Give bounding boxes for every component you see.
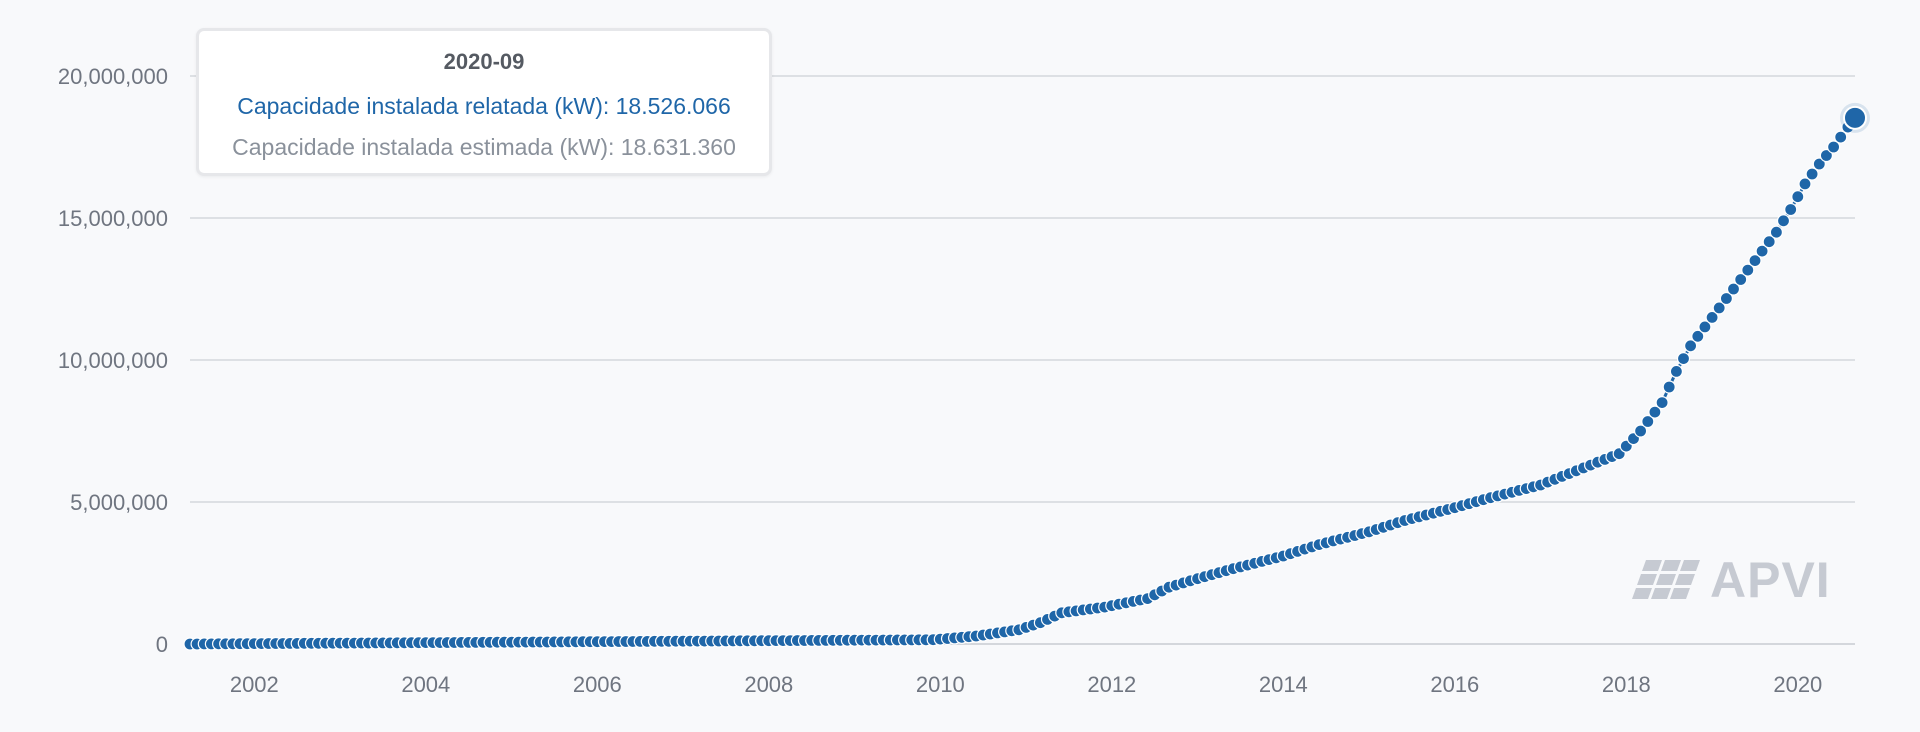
apvi-logo: APVI [1630,552,1831,608]
y-axis: 0 5,000,000 10,000,000 15,000,000 20,000,000 [58,64,168,657]
y-tick-label: 0 [156,632,168,657]
data-point[interactable] [1755,244,1769,258]
data-point[interactable] [1798,177,1812,191]
series-points[interactable] [183,102,1870,651]
data-point[interactable] [1669,364,1684,378]
x-tick-label: 2016 [1430,672,1479,697]
x-tick-label: 2008 [744,672,793,697]
x-tick-label: 2012 [1087,672,1136,697]
x-tick-label: 2014 [1259,672,1308,697]
data-point[interactable] [1748,254,1762,268]
data-point[interactable] [1712,301,1726,315]
solar-panel-icon [1632,560,1700,599]
data-point[interactable] [1676,352,1691,366]
data-point[interactable] [1784,202,1798,217]
y-tick-label: 15,000,000 [58,206,168,231]
y-tick-label: 20,000,000 [58,64,168,89]
data-point[interactable] [1698,320,1712,334]
data-point[interactable] [1769,225,1784,239]
data-point[interactable] [1683,339,1698,353]
data-point[interactable] [1776,214,1791,228]
x-tick-label: 2020 [1773,672,1822,697]
tooltip-reported-value: Capacidade instalada relatada (kW): 18.5… [237,93,731,119]
data-point[interactable] [1762,235,1776,249]
x-axis: 2002 2004 2006 2008 2010 2012 2014 2016 2018 2020 [230,672,1822,697]
data-point[interactable] [1791,190,1805,204]
data-point[interactable] [1633,424,1648,438]
x-tick-label: 2002 [230,672,279,697]
tooltip-title: 2020-09 [443,49,525,74]
data-point[interactable] [1655,396,1669,410]
data-point[interactable] [1826,140,1841,154]
x-tick-label: 2018 [1602,672,1651,697]
data-point[interactable] [1812,157,1826,171]
data-point[interactable] [1648,405,1662,419]
data-point[interactable] [1719,291,1734,306]
x-tick-label: 2006 [573,672,622,697]
data-point[interactable] [1834,130,1848,144]
data-point[interactable] [1726,282,1741,296]
data-point[interactable] [1741,263,1755,277]
data-point[interactable] [1705,310,1719,324]
highlighted-data-point[interactable] [1843,105,1867,130]
data-point[interactable] [1805,167,1819,181]
tooltip-estimated-value: Capacidade instalada estimada (kW): 18.6… [232,134,736,160]
logo-text: APVI [1710,552,1831,608]
data-point[interactable] [1641,414,1655,429]
x-tick-label: 2004 [401,672,450,697]
data-point[interactable] [1819,148,1834,163]
series-line-path [190,116,1857,646]
chart-tooltip: 2020-09 Capacidade instalada relatada (k… [196,28,772,176]
y-tick-label: 10,000,000 [58,348,168,373]
data-point[interactable] [1691,329,1705,343]
x-tick-label: 2010 [916,672,965,697]
data-point[interactable] [1662,380,1676,394]
data-point[interactable] [1734,272,1748,287]
y-tick-label: 5,000,000 [70,490,168,515]
series-line [190,116,1857,646]
